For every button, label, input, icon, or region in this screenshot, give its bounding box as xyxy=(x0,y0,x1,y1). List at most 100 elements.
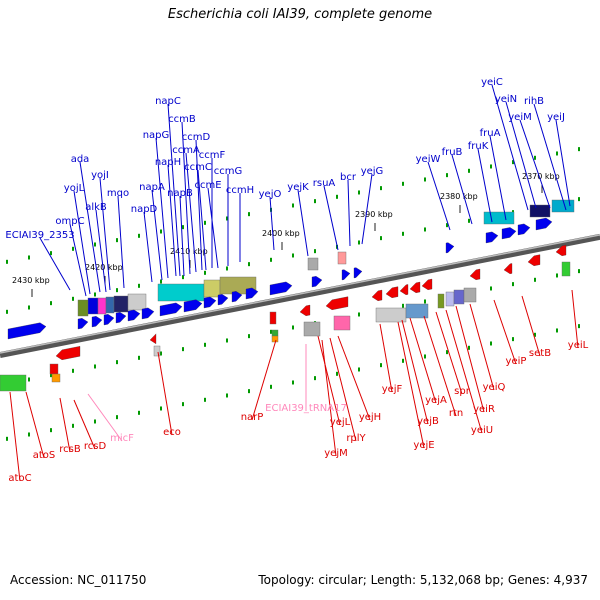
tick-dot xyxy=(292,380,294,385)
leader-line xyxy=(555,119,571,207)
tick-dot xyxy=(182,402,184,407)
reverse-gene-label: yejA xyxy=(425,395,447,406)
feature-block xyxy=(105,296,115,314)
leader-line xyxy=(409,317,437,404)
feature-block xyxy=(303,321,321,337)
tick-dot xyxy=(116,238,118,243)
reverse-gene-arrow xyxy=(55,346,81,360)
leader-line xyxy=(297,189,309,257)
tick-dot xyxy=(534,277,536,282)
tick-dot xyxy=(138,233,140,238)
feature-block xyxy=(551,199,575,213)
tick-dot xyxy=(402,358,404,363)
tick-dot xyxy=(160,229,162,234)
forward-gene-label: yejG xyxy=(361,166,384,177)
reverse-gene-label: yejH xyxy=(359,412,381,423)
kbp-tick-label: 2430 kbp xyxy=(12,276,50,285)
reverse-gene-label: yeiQ xyxy=(483,382,506,393)
forward-gene-arrow xyxy=(203,296,217,309)
feature-block xyxy=(333,315,351,331)
tick-dot xyxy=(138,410,140,415)
leader-line xyxy=(401,319,429,425)
forward-gene-arrow xyxy=(159,302,183,317)
tick-dot xyxy=(226,266,228,271)
reverse-gene-arrow xyxy=(371,289,383,301)
reverse-gene-label: rtn xyxy=(449,408,463,419)
forward-gene-label: fruA xyxy=(480,128,501,139)
tick-dot xyxy=(204,220,206,225)
forward-gene-label: rihB xyxy=(524,96,544,107)
reverse-gene-arrow xyxy=(149,333,157,345)
reverse-gene-label: yeiP xyxy=(506,356,527,367)
leader-line xyxy=(207,187,219,269)
forward-gene-label: ccmF xyxy=(199,150,226,161)
leader-line xyxy=(477,148,493,223)
feature-block xyxy=(337,251,347,265)
leader-line xyxy=(117,195,125,289)
forward-gene-label: fruB xyxy=(442,147,463,158)
tick-dot xyxy=(380,363,382,368)
leader-line xyxy=(423,315,457,417)
leader-line xyxy=(519,119,551,209)
forward-gene-arrow xyxy=(127,309,141,322)
leader-line xyxy=(73,190,91,295)
genome-backbone xyxy=(0,233,600,358)
tick-dot xyxy=(424,177,426,182)
leader-line xyxy=(69,223,87,297)
tick-dot xyxy=(402,303,404,308)
tick-dot xyxy=(50,251,52,256)
leader-line xyxy=(95,209,107,293)
tick-dot xyxy=(578,147,580,152)
forward-gene-label: yeiC xyxy=(481,77,503,88)
reverse-gene-arrow xyxy=(299,304,311,316)
tick-dot xyxy=(468,345,470,350)
leader-line xyxy=(99,177,111,291)
tick-dot xyxy=(94,242,96,247)
tick-dot xyxy=(358,190,360,195)
forward-gene-label: napB xyxy=(167,188,193,199)
tick-dot xyxy=(292,325,294,330)
tick-dot xyxy=(248,334,250,339)
tick-dot xyxy=(28,255,30,260)
leader-line xyxy=(185,152,197,273)
tick-dot xyxy=(292,203,294,208)
leader-line xyxy=(323,185,339,251)
leader-line xyxy=(25,391,45,459)
tick-dot xyxy=(248,389,250,394)
forward-gene-label: napG xyxy=(143,130,170,141)
feature-block xyxy=(529,204,551,218)
reverse-gene-label: rcsD xyxy=(84,441,107,452)
feature-block xyxy=(127,293,147,311)
tick-dot xyxy=(28,377,30,382)
tick-dot xyxy=(380,236,382,241)
reverse-gene-arrow xyxy=(409,281,421,293)
feature-block xyxy=(307,257,319,271)
tick-dot xyxy=(424,354,426,359)
tick-dot xyxy=(336,371,338,376)
tick-dot xyxy=(248,212,250,217)
forward-gene-arrow xyxy=(245,287,259,300)
feature-blocks xyxy=(0,199,575,392)
tick-dot xyxy=(72,368,74,373)
leader-line xyxy=(521,295,541,357)
forward-gene-arrow xyxy=(91,316,103,328)
reverse-gene-label: narP xyxy=(241,412,264,423)
forward-gene-label: ompC xyxy=(55,216,84,227)
leader-line xyxy=(489,135,507,221)
reverse-gene-label: yeiU xyxy=(471,425,493,436)
forward-gene-label: ccmA xyxy=(172,145,200,156)
forward-gene-label: napH xyxy=(155,157,181,168)
tick-dot xyxy=(314,199,316,204)
forward-gene-label: yeiN xyxy=(495,94,517,105)
forward-gene-label: mqo xyxy=(107,188,129,199)
tick-dot xyxy=(512,337,514,342)
leader-line xyxy=(167,103,181,277)
leader-line xyxy=(167,164,177,277)
feature-block xyxy=(203,279,221,298)
leader-line xyxy=(329,337,357,442)
leader-line xyxy=(469,303,495,391)
tick-dot xyxy=(28,305,30,310)
accession-text: Accession: NC_011750 xyxy=(10,573,147,587)
feature-block xyxy=(405,303,429,319)
feature-block xyxy=(561,261,571,277)
